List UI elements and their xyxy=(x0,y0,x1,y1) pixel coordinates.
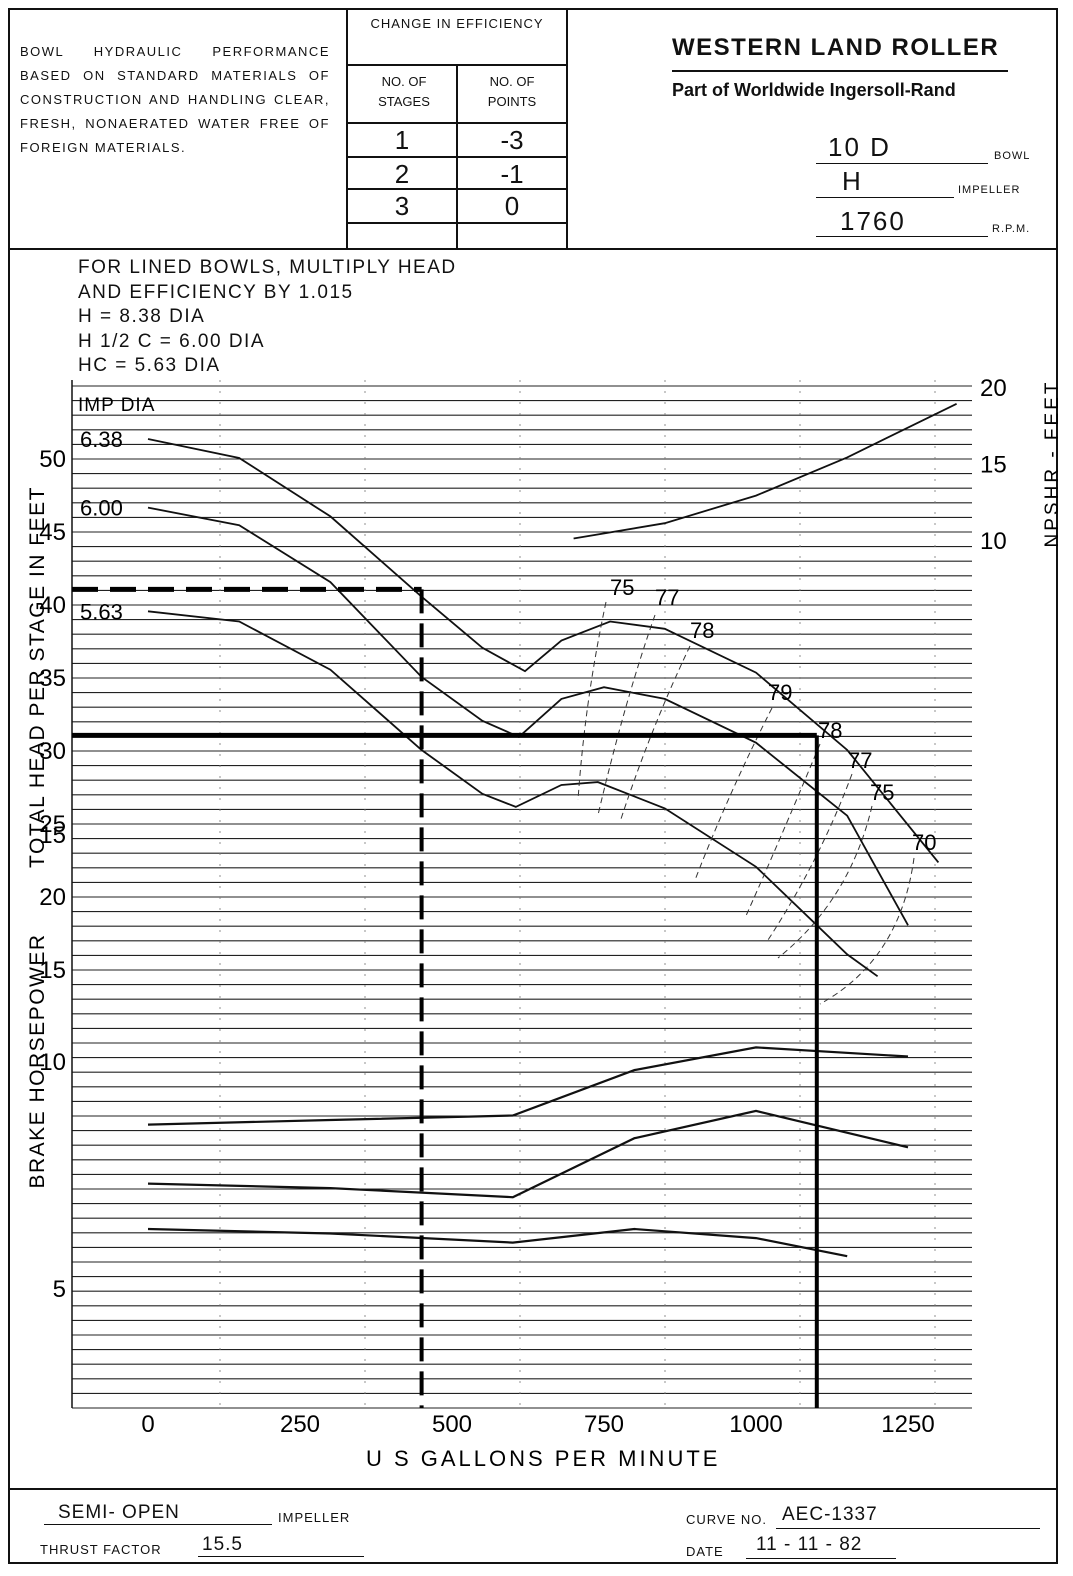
row-1-points: -3 xyxy=(500,125,524,155)
col-points-header: NO. OF POINTS xyxy=(487,74,537,109)
efficiency-contour xyxy=(767,773,853,941)
efficiency-label: 78 xyxy=(690,618,714,643)
efficiency-label: 77 xyxy=(848,748,872,773)
npsh-tick-label: 15 xyxy=(980,452,1007,479)
impeller-type-value: SEMI- OPEN xyxy=(58,1502,180,1523)
x-tick-label: 250 xyxy=(280,1411,320,1438)
efficiency-contour xyxy=(597,614,656,816)
note-line: H 1/2 C = 6.00 DIA xyxy=(78,330,265,352)
bhp-tick-label: 5 xyxy=(53,1276,66,1303)
impeller-value: H xyxy=(842,166,863,196)
date-value: 11 - 11 - 82 xyxy=(756,1534,863,1555)
head-tick-label: 30 xyxy=(39,738,66,765)
efficiency-contour xyxy=(777,805,873,959)
efficiency-contour xyxy=(744,743,821,919)
imp-dia-label: IMP DIA xyxy=(78,395,155,416)
impeller-diameter-label: 6.00 xyxy=(80,496,123,521)
head-axis-label: TOTAL HEAD PER STAGE IN FEET xyxy=(26,486,49,868)
efficiency-label: 75 xyxy=(870,780,894,805)
curve-number-value: AEC-1337 xyxy=(782,1504,878,1525)
impeller-diameter-label: 5.63 xyxy=(80,599,123,624)
efficiency-contour xyxy=(694,707,773,881)
x-tick-label: 0 xyxy=(141,1411,154,1438)
bhp-curve xyxy=(147,1109,909,1199)
date-label: DATE xyxy=(686,1544,724,1559)
bhp-axis-label: BRAKE HORSEPOWER xyxy=(26,933,49,1188)
head-tick-label: 15 xyxy=(39,957,66,984)
head-tick-label: 40 xyxy=(39,592,66,619)
x-tick-label: 500 xyxy=(432,1411,472,1438)
head-tick-label: 45 xyxy=(39,519,66,546)
rpm-label: R.P.M. xyxy=(992,223,1031,235)
efficiency-table-title: CHANGE IN EFFICIENCY xyxy=(370,16,544,31)
brand-subtitle: Part of Worldwide Ingersoll-Rand xyxy=(672,80,956,100)
row-2-points: -1 xyxy=(500,159,524,189)
npsh-tick-label: 10 xyxy=(980,528,1007,555)
efficiency-label: 70 xyxy=(912,830,936,855)
note-line: AND EFFICIENCY BY 1.015 xyxy=(78,281,354,303)
efficiency-label: 78 xyxy=(818,718,842,743)
efficiency-label: 77 xyxy=(655,585,679,610)
row-3-points: 0 xyxy=(504,191,520,221)
note-line: FOR LINED BOWLS, MULTIPLY HEAD xyxy=(78,257,457,278)
efficiency-label: 79 xyxy=(768,680,792,705)
row-3-stages: 3 xyxy=(394,191,410,221)
x-axis-label: U S GALLONS PER MINUTE xyxy=(366,1446,721,1471)
head-tick-label: 50 xyxy=(39,446,66,473)
head-curve xyxy=(147,438,940,863)
bhp-tick-label: 10 xyxy=(39,1049,66,1076)
efficiency-contour xyxy=(577,601,607,801)
head-curve xyxy=(147,506,909,926)
efficiency-contour xyxy=(819,857,915,1005)
x-tick-label: 1000 xyxy=(729,1411,782,1438)
row-2-stages: 2 xyxy=(394,159,410,189)
note-line: H = 8.38 DIA xyxy=(78,306,206,327)
efficiency-label: 75 xyxy=(610,575,634,600)
performance-note: BOWL HYDRAULIC PERFORMANCE BASED ON STAN… xyxy=(20,44,330,155)
bhp-tick-label: 15 xyxy=(39,822,66,849)
curve-number-label: CURVE NO. xyxy=(686,1512,767,1527)
npsh-curve xyxy=(573,402,957,540)
bowl-value: 10 D xyxy=(828,132,891,162)
impeller-type-label: IMPELLER xyxy=(278,1510,351,1525)
document-frame xyxy=(8,8,1058,1564)
note-line: HC = 5.63 DIA xyxy=(78,355,221,376)
head-tick-label: 20 xyxy=(39,884,66,911)
thrust-factor-value: 15.5 xyxy=(202,1534,243,1555)
efficiency-contour xyxy=(619,645,691,823)
head-tick-label: 35 xyxy=(39,665,66,692)
npsh-axis-label: NPSHR - FEET xyxy=(1042,380,1063,548)
impeller-label: IMPELLER xyxy=(958,184,1021,196)
rpm-value: 1760 xyxy=(840,206,906,236)
head-tick-label: 25 xyxy=(39,811,66,838)
brand-name: WESTERN LAND ROLLER xyxy=(672,34,1000,61)
bhp-curve xyxy=(147,1046,909,1126)
row-1-stages: 1 xyxy=(394,125,410,155)
head-curve xyxy=(147,610,879,978)
lined-bowl-notes: FOR LINED BOWLS, MULTIPLY HEAD AND EFFIC… xyxy=(78,256,457,379)
npsh-tick-label: 20 xyxy=(980,375,1007,402)
impeller-diameter-label: 6.38 xyxy=(80,427,123,452)
col-stages-header: NO. OF STAGES xyxy=(378,74,430,109)
x-tick-label: 1250 xyxy=(881,1411,934,1438)
thrust-factor-label: THRUST FACTOR xyxy=(40,1542,162,1557)
x-tick-label: 750 xyxy=(584,1411,624,1438)
bowl-label: BOWL xyxy=(994,150,1031,162)
bhp-curve xyxy=(147,1227,848,1258)
